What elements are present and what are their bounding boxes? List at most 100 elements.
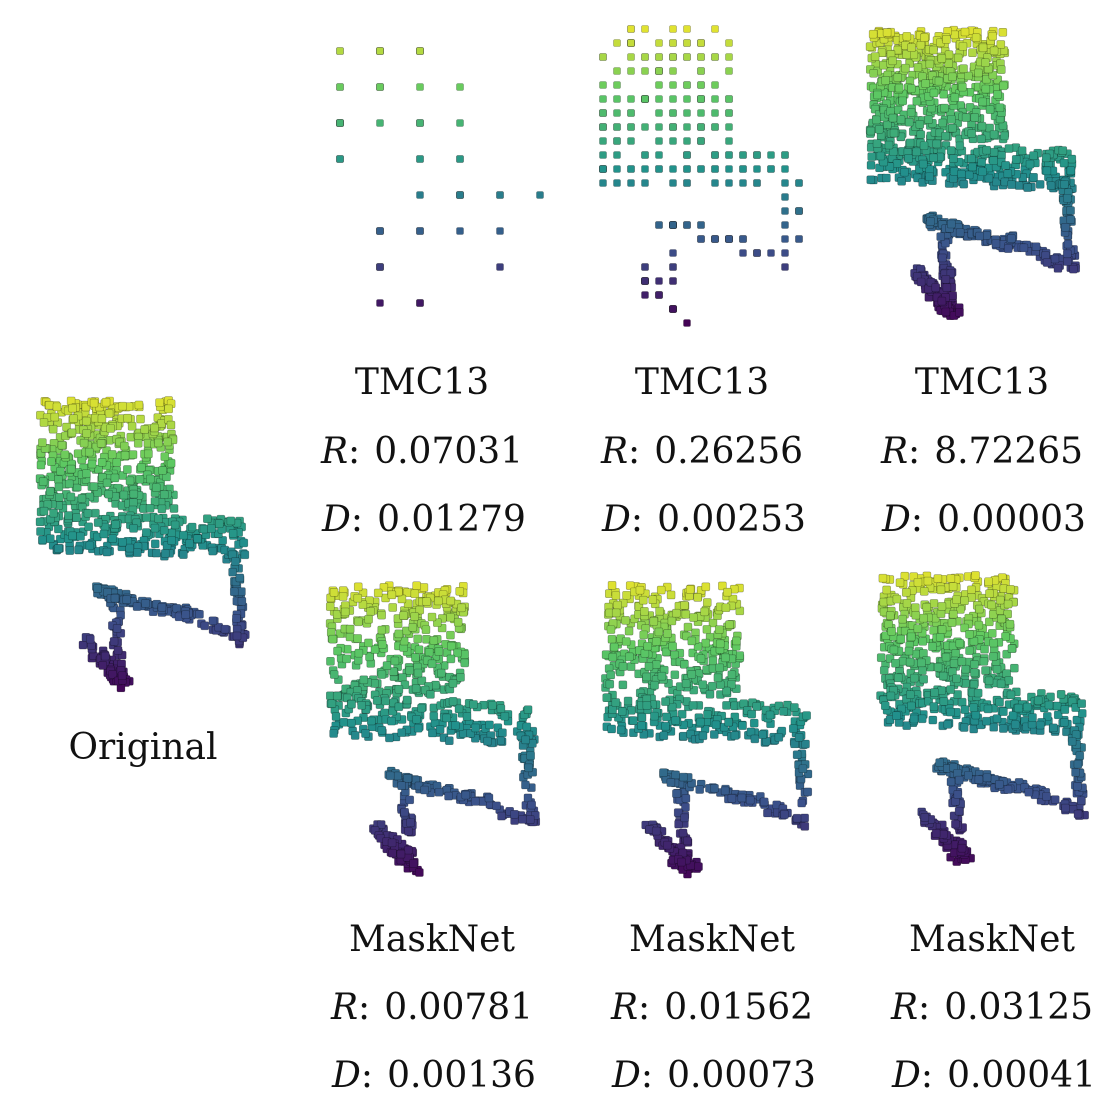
- point: [893, 73, 903, 82]
- point: [739, 151, 747, 159]
- point: [701, 638, 711, 648]
- point: [788, 724, 798, 733]
- point: [662, 840, 672, 850]
- point: [1069, 264, 1078, 274]
- point: [671, 770, 680, 780]
- point: [739, 165, 747, 173]
- point: [920, 813, 930, 822]
- point: [415, 605, 425, 615]
- point: [403, 774, 412, 783]
- point: [758, 730, 767, 739]
- method-label: MaskNet: [629, 919, 795, 960]
- point: [960, 705, 970, 714]
- point: [137, 462, 146, 472]
- point: [637, 721, 646, 730]
- point: [613, 39, 621, 47]
- point: [160, 549, 170, 558]
- point: [866, 175, 876, 185]
- point: [128, 450, 138, 459]
- point: [921, 79, 930, 88]
- point: [338, 592, 348, 601]
- point: [781, 193, 789, 201]
- point: [938, 671, 948, 681]
- point: [136, 414, 145, 424]
- point: [367, 716, 376, 726]
- point: [900, 167, 909, 177]
- point: [948, 123, 957, 133]
- point: [971, 710, 981, 720]
- point: [991, 239, 1001, 248]
- point: [919, 141, 929, 150]
- point: [988, 652, 998, 661]
- point: [93, 584, 102, 593]
- point: [120, 441, 129, 451]
- point: [397, 728, 406, 737]
- point: [913, 577, 923, 587]
- point: [359, 675, 369, 685]
- point: [55, 493, 64, 502]
- point: [941, 307, 951, 317]
- point: [118, 537, 127, 547]
- point: [879, 60, 888, 70]
- point: [56, 466, 65, 476]
- point: [1003, 599, 1013, 609]
- point: [77, 494, 87, 503]
- point: [643, 641, 653, 651]
- point: [969, 680, 979, 689]
- point: [942, 35, 951, 44]
- point: [456, 119, 464, 127]
- point: [353, 593, 363, 603]
- point: [629, 716, 638, 725]
- point: [669, 263, 677, 271]
- point: [683, 81, 691, 89]
- point: [803, 787, 813, 797]
- point: [158, 466, 167, 475]
- point: [484, 793, 494, 803]
- point: [941, 274, 951, 284]
- point: [960, 27, 970, 37]
- point: [950, 30, 960, 40]
- point: [38, 477, 48, 486]
- point: [49, 508, 58, 518]
- point: [448, 679, 458, 688]
- point: [951, 819, 960, 829]
- point: [932, 139, 941, 149]
- point: [898, 96, 908, 106]
- point: [876, 653, 886, 662]
- point: [497, 811, 506, 821]
- point: [357, 700, 366, 710]
- point: [666, 590, 676, 600]
- point: [387, 838, 397, 848]
- point: [974, 620, 984, 630]
- point: [195, 609, 204, 619]
- point: [454, 704, 464, 714]
- point: [711, 95, 719, 103]
- point: [1011, 155, 1021, 164]
- point: [1067, 154, 1077, 164]
- point: [129, 498, 138, 507]
- point: [393, 771, 402, 781]
- point: [153, 438, 163, 448]
- point: [938, 253, 947, 263]
- point: [885, 611, 895, 620]
- point: [988, 70, 998, 80]
- point: [670, 650, 679, 660]
- point: [732, 636, 741, 646]
- point: [100, 651, 110, 661]
- point: [496, 227, 504, 235]
- point: [912, 96, 922, 106]
- point: [885, 715, 895, 725]
- point: [722, 701, 731, 710]
- point: [400, 807, 409, 817]
- point: [947, 618, 957, 627]
- point: [141, 599, 150, 608]
- point: [45, 400, 54, 410]
- point: [110, 473, 120, 483]
- point: [54, 475, 63, 484]
- point: [879, 666, 889, 675]
- point: [725, 39, 733, 47]
- point: [893, 673, 903, 683]
- point: [727, 680, 736, 689]
- point: [640, 649, 650, 658]
- point: [399, 636, 409, 646]
